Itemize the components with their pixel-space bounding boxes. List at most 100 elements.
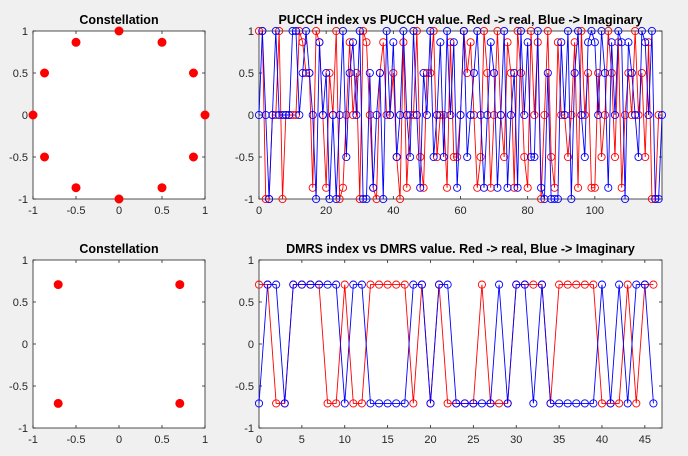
pucch-title: PUCCH index vs PUCCH value. Red -> real,… — [278, 13, 642, 27]
pucch-marker — [617, 38, 626, 47]
pucch-marker — [265, 194, 274, 204]
const1-point — [114, 194, 124, 204]
const2-data-layer — [53, 280, 185, 408]
pucch-marker — [308, 110, 317, 120]
dmrs-marker — [640, 280, 649, 289]
const1-data-layer — [28, 26, 210, 204]
pucch-marker — [469, 68, 478, 78]
dmrs-xtick-label: 15 — [381, 434, 393, 446]
pucch-marker — [490, 68, 499, 78]
dmrs-marker — [452, 399, 461, 408]
pucch-marker — [486, 183, 495, 192]
pucch-marker — [594, 68, 603, 78]
dmrs-marker — [374, 399, 384, 408]
dmrs-marker — [495, 399, 504, 408]
dmrs-marker — [357, 399, 366, 408]
pucch-marker — [416, 183, 425, 192]
dmrs-marker — [306, 280, 315, 289]
pucch-marker — [637, 26, 646, 36]
dmrs-marker — [460, 399, 469, 408]
pucch-marker — [516, 68, 526, 78]
pucch-marker — [520, 152, 529, 162]
pucch-marker — [516, 26, 526, 36]
dmrs-xtick-label: 5 — [299, 434, 305, 446]
pucch-marker — [547, 152, 556, 162]
pucch-ytick-label: 1 — [248, 26, 254, 38]
pucch-marker — [587, 183, 596, 192]
const1-ytick-label: 0 — [22, 110, 28, 122]
dmrs-xtick-label: 30 — [510, 434, 522, 446]
pucch-marker — [389, 68, 398, 78]
dmrs-marker — [374, 280, 384, 289]
dmrs-marker — [400, 399, 409, 408]
pucch-marker — [254, 110, 264, 120]
pucch-marker — [318, 110, 327, 120]
const1-point — [71, 37, 81, 47]
const2-point — [175, 398, 185, 408]
pucch-marker — [526, 26, 536, 36]
dmrs-marker — [615, 280, 624, 289]
pucch-marker — [590, 183, 599, 192]
const1-ytick-label: 1 — [22, 26, 28, 38]
pucch-marker — [365, 110, 374, 120]
pucch-marker — [621, 194, 630, 204]
pucch-marker — [493, 26, 502, 36]
pucch-marker — [412, 110, 421, 120]
pucch-marker — [584, 68, 593, 78]
pucch-marker — [500, 26, 509, 36]
pucch-marker — [543, 26, 552, 36]
pucch-marker — [402, 110, 411, 120]
dmrs-marker — [392, 399, 401, 408]
pucch-marker — [634, 152, 643, 162]
pucch-xtick-label: 0 — [256, 205, 262, 217]
const2-xtick-label: -1 — [28, 434, 38, 446]
const1-xtick-label: -1 — [28, 205, 38, 217]
dmrs-ytick-label: 0.5 — [239, 297, 254, 309]
pucch-marker — [547, 194, 556, 204]
dmrs-marker — [503, 399, 512, 408]
pucch-marker — [258, 26, 267, 36]
pucch-marker — [476, 152, 485, 162]
pucch-marker — [553, 194, 562, 204]
pucch-xtick-label: 100 — [586, 205, 604, 217]
dmrs-marker — [529, 399, 538, 408]
dmrs-series-line-imag — [258, 284, 654, 404]
pucch-marker — [395, 110, 405, 120]
dmrs-marker — [580, 399, 589, 408]
constellation-top-axes: Constellation -1 -0.5 0 0.5 1 -1 -0.5 0 0.5 1 — [9, 13, 210, 217]
pucch-marker — [278, 110, 287, 120]
const1-point — [40, 152, 50, 162]
const2-ytick-label: -0.5 — [9, 381, 28, 393]
const1-point — [71, 183, 81, 193]
const1-xtick-label: 0.5 — [154, 205, 169, 217]
pucch-marker — [385, 110, 395, 120]
dmrs-marker — [332, 280, 341, 289]
dmrs-xtick-label: 35 — [553, 434, 565, 446]
dmrs-ytick-label: 1 — [248, 255, 254, 267]
pucch-marker — [496, 110, 505, 120]
pucch-marker — [577, 110, 586, 120]
pucch-marker — [439, 110, 448, 120]
dmrs-marker — [486, 399, 495, 408]
dmrs-marker — [555, 280, 564, 289]
dmrs-marker — [623, 280, 632, 289]
const2-ytick-label: 0.5 — [13, 297, 28, 309]
pucch-marker — [419, 68, 428, 78]
dmrs-marker — [289, 280, 298, 289]
dmrs-marker — [623, 399, 632, 408]
pucch-marker — [338, 183, 348, 192]
pucch-marker — [426, 26, 435, 36]
pucch-marker — [610, 152, 620, 162]
dmrs-title: DMRS index vs DMRS value. Red -> real, B… — [286, 242, 635, 256]
const1-xtick-label: 0 — [116, 205, 122, 217]
pucch-marker — [389, 38, 398, 47]
pucch-marker — [533, 26, 542, 36]
dmrs-marker — [383, 399, 392, 408]
dmrs-marker — [632, 280, 641, 289]
pucch-marker — [523, 38, 532, 47]
pucch-marker — [654, 110, 663, 120]
pucch-marker — [463, 152, 472, 162]
pucch-xtick-label: 20 — [320, 205, 332, 217]
pucch-marker — [395, 194, 405, 204]
pucch-marker — [322, 68, 331, 78]
